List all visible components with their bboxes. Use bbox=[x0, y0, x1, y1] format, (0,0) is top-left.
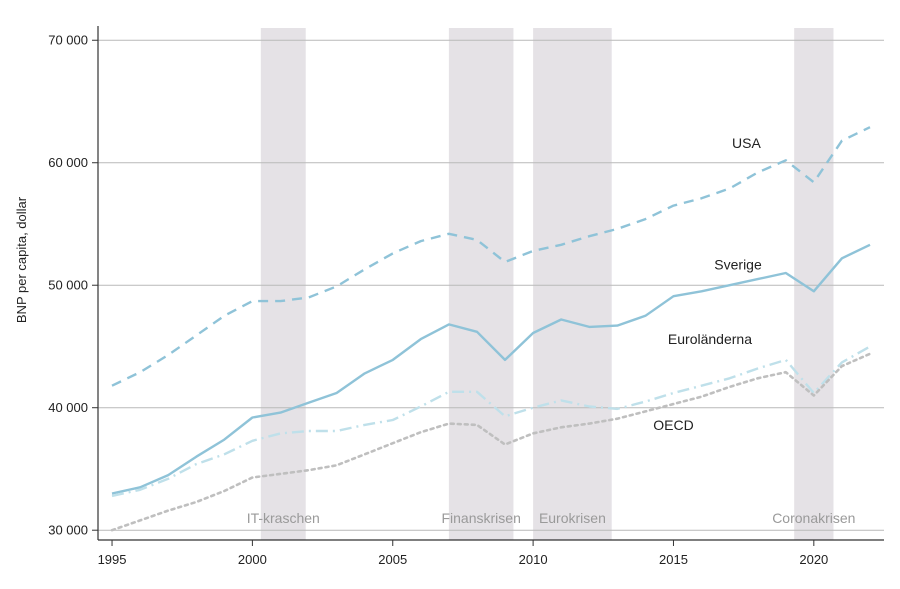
crisis-band-eurokrisen bbox=[533, 28, 612, 540]
series-label-usa: USA bbox=[732, 135, 761, 151]
x-tick-label-2000: 2000 bbox=[238, 552, 267, 567]
series-line-oecd bbox=[110, 352, 872, 532]
y-tick-label-50000: 50 000 bbox=[48, 278, 88, 293]
series-label-sverige: Sverige bbox=[714, 256, 762, 272]
y-tick-label-40000: 40 000 bbox=[48, 400, 88, 415]
y-tick-label-30000: 30 000 bbox=[48, 523, 88, 538]
crisis-shading-layer bbox=[260, 28, 834, 540]
x-tick-label-2020: 2020 bbox=[799, 552, 828, 567]
x-tick-label-1995: 1995 bbox=[98, 552, 127, 567]
axes-layer: 30 000 40 000 50 000 60 000 70 000 1995 2000 20… bbox=[48, 26, 884, 567]
series-labels-layer: USA Sverige Euroländerna OECD bbox=[653, 135, 762, 433]
crisis-band-it-kraschen bbox=[260, 28, 306, 540]
crisis-band-coronakrisen bbox=[794, 28, 834, 540]
x-tick-label-2010: 2010 bbox=[519, 552, 548, 567]
crisis-label-it-kraschen: IT-kraschen bbox=[247, 510, 320, 526]
series-label-oecd: OECD bbox=[653, 417, 693, 433]
y-tick-label-60000: 60 000 bbox=[48, 155, 88, 170]
y-axis-title: BNP per capita, dollar bbox=[14, 196, 29, 323]
crisis-band-finanskrisen bbox=[448, 28, 514, 540]
crisis-label-eurokrisen: Eurokrisen bbox=[539, 510, 606, 526]
series-layer bbox=[110, 126, 872, 532]
crisis-label-coronakrisen: Coronakrisen bbox=[772, 510, 855, 526]
series-label-eurolanderna: Euroländerna bbox=[668, 331, 752, 347]
series-line-sverige bbox=[111, 243, 871, 495]
crisis-labels-layer: IT-kraschen Finanskrisen Eurokrisen Coronak… bbox=[247, 510, 856, 526]
x-tick-label-2015: 2015 bbox=[659, 552, 688, 567]
x-tick-label-2005: 2005 bbox=[378, 552, 407, 567]
gridlines-layer bbox=[98, 39, 884, 531]
y-tick-label-70000: 70 000 bbox=[48, 33, 88, 48]
crisis-label-finanskrisen: Finanskrisen bbox=[441, 510, 520, 526]
